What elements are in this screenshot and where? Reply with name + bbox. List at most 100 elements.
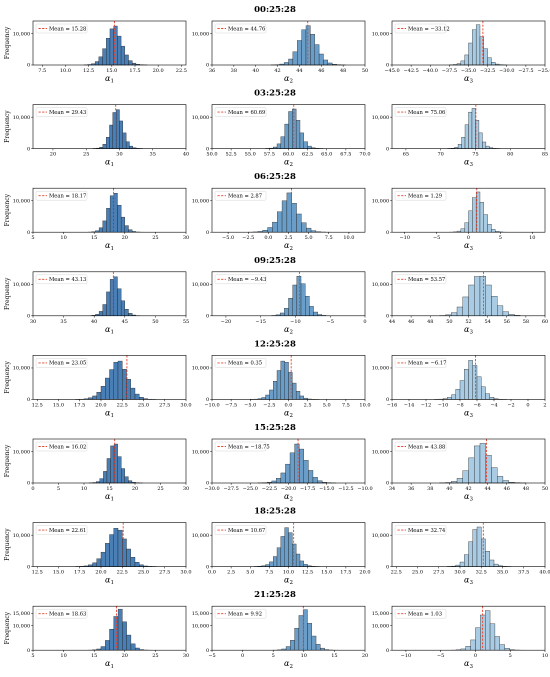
histogram-bar xyxy=(288,58,294,66)
x-axis-label-symbol: α xyxy=(105,74,111,83)
x-axis-label: α3 xyxy=(464,241,473,252)
histogram-bar xyxy=(115,109,120,149)
histogram-bar xyxy=(106,208,111,233)
x-tick-label: −5 xyxy=(327,319,334,325)
legend-prefix: Mean = xyxy=(408,110,430,116)
histogram-bar xyxy=(317,480,323,484)
x-axis-label: α2 xyxy=(284,158,293,169)
legend-prefix: Mean = xyxy=(49,110,71,116)
legend-mean-value: 15.28 xyxy=(71,26,86,32)
legend-text: Mean = 2.87 xyxy=(228,194,262,200)
histogram-bar xyxy=(468,457,475,484)
histogram-panel: 34 36 38 40 42 44 46 48 50 0 10,000 α3 Mean = 43.88 xyxy=(372,438,548,503)
x-tick-label: 15.0 xyxy=(53,402,64,408)
x-tick-label: 5 xyxy=(509,653,512,659)
x-tick-label: 2.5 xyxy=(227,570,235,576)
histogram-bar xyxy=(462,470,469,484)
x-tick-label: 30.0 xyxy=(180,402,191,408)
x-axis-label-subscript: 2 xyxy=(289,162,293,168)
legend: Mean = 60.69 xyxy=(214,107,267,117)
histogram-bar xyxy=(499,644,505,651)
x-axis-label: α1 xyxy=(105,659,114,670)
row-title: 15:25:28 xyxy=(254,423,296,433)
plot-frame xyxy=(391,522,546,567)
histogram-bar xyxy=(105,377,110,400)
x-axis-label-symbol: α xyxy=(284,408,290,417)
histogram-bar xyxy=(470,639,476,651)
legend-box xyxy=(35,525,88,535)
histogram-bar xyxy=(265,564,270,567)
legend-prefix: Mean = xyxy=(228,110,250,116)
histogram-panel: 22.5 25.0 27.5 30.0 32.5 35.0 37.5 40.0 0 10,000 α… xyxy=(372,522,550,586)
histogram-bar xyxy=(295,120,301,149)
x-tick-label: 36 xyxy=(408,486,414,492)
x-tick-label: 10 xyxy=(301,653,307,659)
plot-frame xyxy=(391,355,546,400)
plot-frame xyxy=(32,355,187,400)
x-axis-label-subscript: 1 xyxy=(110,664,114,670)
x-axis-label-subscript: 3 xyxy=(469,497,473,503)
x-tick-label: 40 xyxy=(91,319,97,325)
y-tick-label: 10,000 xyxy=(13,198,31,204)
histogram-bar xyxy=(307,623,312,651)
legend-box xyxy=(214,107,267,117)
x-tick-label: 46 xyxy=(318,68,324,74)
histogram-bar xyxy=(288,372,293,400)
histogram-bar xyxy=(110,445,115,484)
histogram-panel: 65 70 75 80 85 0 10,000 α3 Mean = 75.06 xyxy=(372,104,548,168)
x-tick-label: −35.0 xyxy=(461,68,476,74)
histogram-bar xyxy=(491,61,496,66)
histogram-bar xyxy=(283,62,289,66)
x-axis-label: α3 xyxy=(464,408,473,419)
x-tick-label: −37.5 xyxy=(442,68,457,74)
y-tick-label: 10,000 xyxy=(372,115,390,121)
histogram-bar xyxy=(290,640,295,651)
row-title: 09:25:28 xyxy=(254,256,296,266)
histogram-bar xyxy=(472,29,477,66)
histogram-bar xyxy=(485,393,490,400)
histogram-bar xyxy=(120,216,125,233)
y-tick-label: 10,000 xyxy=(192,623,210,629)
histogram-bar xyxy=(281,200,288,233)
x-tick-label: 10 xyxy=(529,235,535,241)
histogram-bar xyxy=(479,443,486,484)
histogram-bar xyxy=(456,478,463,484)
legend-mean-value: −9.43 xyxy=(250,277,266,283)
histogram-bar xyxy=(109,124,114,149)
histogram-panel: −45.0 −42.5 −40.0 −37.5 −35.0 −32.5 −30.0 −27.5… xyxy=(372,20,550,85)
x-tick-label: 65.0 xyxy=(321,152,332,158)
y-tick-label: 0 xyxy=(386,63,389,69)
x-tick-label: −30.0 xyxy=(499,68,514,74)
x-tick-label: 85 xyxy=(542,152,548,158)
y-tick-label: 0 xyxy=(27,63,30,69)
histogram-bar xyxy=(310,34,315,66)
x-tick-label: 60 xyxy=(542,319,548,325)
x-tick-label: 57.5 xyxy=(264,152,275,158)
x-tick-label: 15.0 xyxy=(53,570,64,576)
x-tick-label: 12.5 xyxy=(32,570,43,576)
x-tick-label: −10 xyxy=(290,319,301,325)
histogram-bar xyxy=(483,48,488,66)
x-tick-label: 55 xyxy=(183,319,189,325)
histogram-bar xyxy=(459,561,465,567)
legend: Mean = −18.75 xyxy=(214,441,270,452)
x-tick-label: 67.5 xyxy=(340,152,351,158)
y-tick-label: 0 xyxy=(206,230,209,236)
y-tick-label: 0 xyxy=(206,481,209,487)
histogram-bar xyxy=(502,311,509,316)
legend-mean-value: 22.61 xyxy=(71,528,86,534)
histogram-bar xyxy=(130,643,136,651)
x-axis-label-symbol: α xyxy=(105,241,111,250)
histogram-bar xyxy=(105,640,110,651)
x-tick-label: 0 xyxy=(363,319,366,325)
x-tick-label: 25.0 xyxy=(138,570,149,576)
x-tick-label: −15 xyxy=(255,319,266,325)
x-tick-label: 40.0 xyxy=(539,570,550,576)
histogram-bar xyxy=(120,300,125,316)
x-axis-label-symbol: α xyxy=(105,492,111,501)
legend-mean-value: 60.69 xyxy=(250,110,265,116)
x-tick-label: 27.5 xyxy=(159,402,170,408)
histogram-panel: 44 46 48 50 52 54 56 58 60 0 10,000 α3 Mean = 53.57 xyxy=(372,271,548,335)
x-tick-label: 70.0 xyxy=(359,152,370,158)
x-tick-label: 25 xyxy=(152,235,158,241)
